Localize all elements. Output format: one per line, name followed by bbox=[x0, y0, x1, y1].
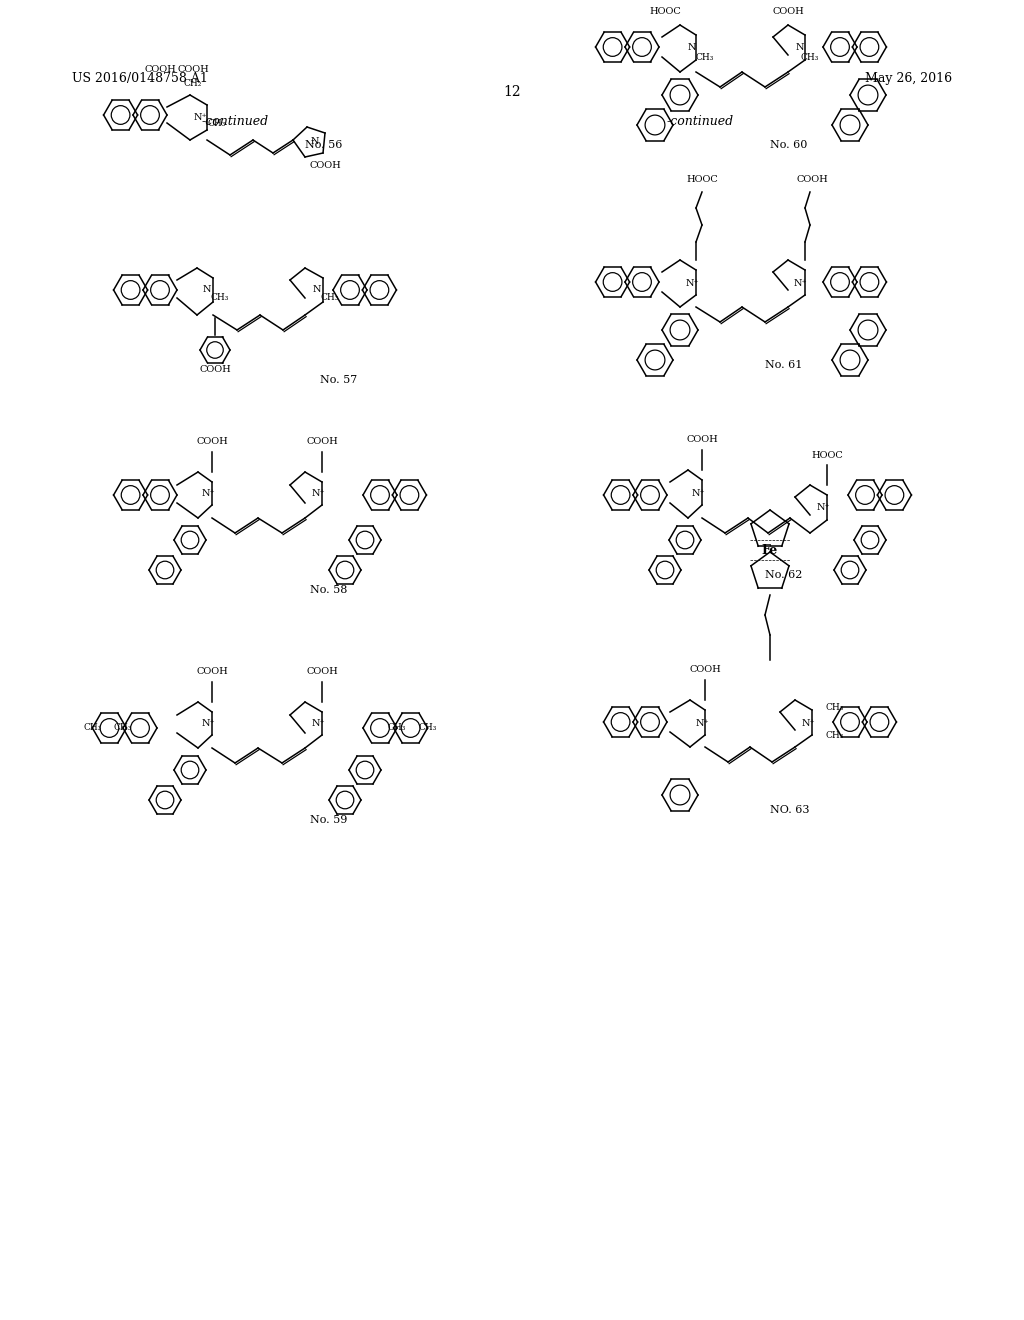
Text: N: N bbox=[312, 285, 322, 294]
Text: N⁺: N⁺ bbox=[695, 718, 709, 727]
Text: NO. 63: NO. 63 bbox=[770, 805, 810, 814]
Text: N: N bbox=[310, 137, 319, 147]
Text: N: N bbox=[203, 285, 211, 294]
Text: CH₂: CH₂ bbox=[184, 78, 202, 87]
Text: N: N bbox=[688, 44, 696, 53]
Text: COOH: COOH bbox=[144, 66, 176, 74]
Text: N⁺: N⁺ bbox=[816, 503, 829, 512]
Text: COOH: COOH bbox=[197, 437, 228, 446]
Text: No. 57: No. 57 bbox=[319, 375, 357, 385]
Text: CH₃: CH₃ bbox=[208, 119, 226, 128]
Text: Fe: Fe bbox=[762, 544, 778, 557]
Text: N: N bbox=[796, 44, 804, 53]
Text: N⁺: N⁺ bbox=[794, 279, 807, 288]
Text: HOOC: HOOC bbox=[686, 176, 718, 185]
Text: N⁺: N⁺ bbox=[201, 490, 215, 499]
Text: N⁺: N⁺ bbox=[691, 488, 705, 498]
Text: COOH: COOH bbox=[306, 437, 338, 446]
Text: COOH: COOH bbox=[199, 366, 230, 375]
Text: -continued: -continued bbox=[667, 115, 733, 128]
Text: CH₃: CH₃ bbox=[801, 53, 819, 62]
Text: CH₃: CH₃ bbox=[419, 723, 437, 733]
Text: No. 62: No. 62 bbox=[765, 570, 803, 579]
Text: US 2016/0148758 A1: US 2016/0148758 A1 bbox=[72, 73, 208, 84]
Text: CH₃: CH₃ bbox=[696, 53, 714, 62]
Text: No. 56: No. 56 bbox=[305, 140, 342, 150]
Text: CH₃: CH₃ bbox=[321, 293, 339, 302]
Text: No. 61: No. 61 bbox=[765, 360, 803, 370]
Text: No. 58: No. 58 bbox=[310, 585, 347, 595]
Text: CH₃: CH₃ bbox=[388, 723, 407, 733]
Text: HOOC: HOOC bbox=[811, 450, 843, 459]
Text: 12: 12 bbox=[503, 84, 521, 99]
Text: May 26, 2016: May 26, 2016 bbox=[865, 73, 952, 84]
Text: COOH: COOH bbox=[177, 66, 209, 74]
Text: No. 59: No. 59 bbox=[310, 814, 347, 825]
Text: CH₃: CH₃ bbox=[114, 723, 132, 733]
Text: CH₃: CH₃ bbox=[83, 723, 101, 733]
Text: HOOC: HOOC bbox=[649, 8, 681, 16]
Text: N⁺: N⁺ bbox=[311, 490, 325, 499]
Text: CH₃: CH₃ bbox=[825, 704, 844, 713]
Text: COOH: COOH bbox=[796, 176, 827, 185]
Text: CH₃: CH₃ bbox=[825, 730, 844, 739]
Text: -continued: -continued bbox=[202, 115, 268, 128]
Text: COOH: COOH bbox=[686, 436, 718, 445]
Text: COOH: COOH bbox=[689, 665, 721, 675]
Text: COOH: COOH bbox=[772, 8, 804, 16]
Text: No. 60: No. 60 bbox=[770, 140, 807, 150]
Text: COOH: COOH bbox=[197, 668, 228, 676]
Text: N⁺: N⁺ bbox=[201, 719, 215, 729]
Text: N⁺: N⁺ bbox=[311, 719, 325, 729]
Text: N⁺: N⁺ bbox=[801, 718, 815, 727]
Text: COOH: COOH bbox=[309, 161, 341, 169]
Text: COOH: COOH bbox=[306, 668, 338, 676]
Text: N⁺: N⁺ bbox=[685, 279, 698, 288]
Text: N⁺: N⁺ bbox=[194, 112, 207, 121]
Text: CH₃: CH₃ bbox=[211, 293, 229, 302]
